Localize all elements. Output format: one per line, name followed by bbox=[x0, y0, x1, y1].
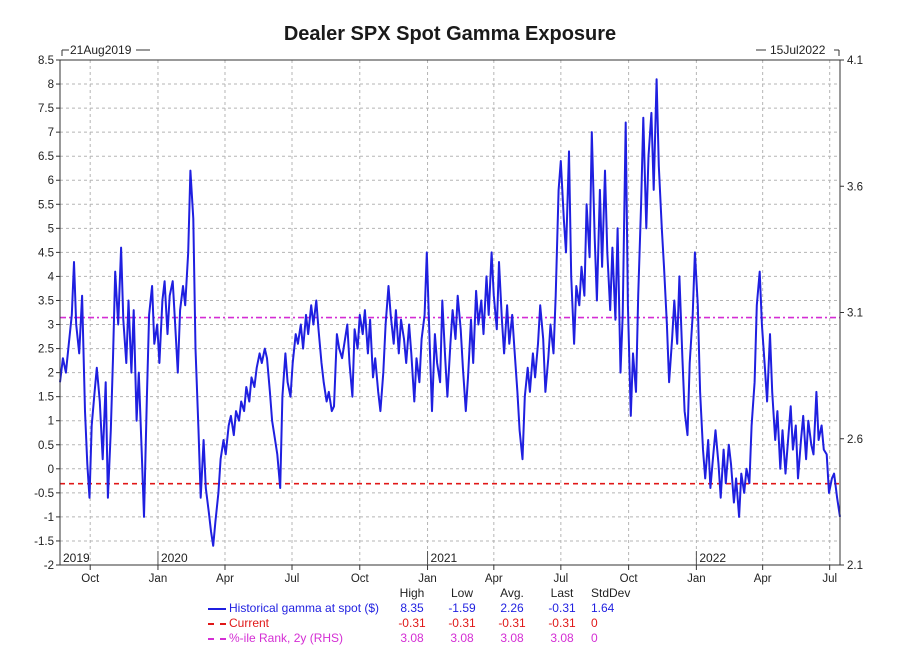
x-tick-label: Oct bbox=[351, 573, 370, 585]
x-tick-label: Jul bbox=[285, 573, 300, 585]
left-tick-label: -1.5 bbox=[34, 536, 54, 548]
x-tick-label: Apr bbox=[754, 573, 772, 585]
gamma-series-line bbox=[59, 78, 841, 547]
left-tick-label: 1 bbox=[48, 416, 54, 428]
right-tick-label: 3.1 bbox=[847, 308, 863, 320]
left-tick-label: 0.5 bbox=[38, 440, 54, 452]
stat-value: -0.31 bbox=[398, 616, 426, 630]
left-tick-label: -0.5 bbox=[34, 488, 54, 500]
year-label: 2019 bbox=[63, 551, 90, 565]
start-date-label: 21Aug2019 bbox=[70, 43, 132, 57]
stat-value: -1.59 bbox=[448, 601, 476, 615]
left-axis-ticks: 8.5 8 7.5 7 6.5 6 5.5 5 4.5 4 3.5 3 2.5 2 1.5 1 0.5 0 -0.5… bbox=[34, 55, 60, 572]
header-low: Low bbox=[450, 586, 473, 600]
stat-value: 2.26 bbox=[500, 601, 524, 615]
left-tick-label: 3.5 bbox=[38, 295, 54, 307]
right-axis-ticks: 4.1 3.6 3.1 2.6 2.1 bbox=[840, 55, 863, 572]
legend-header: High Low Avg. Last StdDev bbox=[208, 586, 641, 601]
x-tick-label: Jul bbox=[822, 573, 837, 585]
stat-value: 3.08 bbox=[550, 631, 574, 645]
x-tick-label: Jan bbox=[687, 573, 706, 585]
stat-value: 3.08 bbox=[450, 631, 474, 645]
right-tick-label: 2.6 bbox=[847, 434, 863, 446]
left-tick-label: 5 bbox=[48, 223, 54, 235]
left-tick-label: 7 bbox=[48, 127, 54, 139]
header-stddev: StdDev bbox=[591, 586, 631, 600]
left-tick-label: 2 bbox=[48, 368, 54, 380]
legend-name-gamma: Historical gamma at spot ($) bbox=[229, 601, 380, 615]
x-axis-ticks: Oct Jan Apr Jul Oct Jan Apr Jul Oct Jan Apr Jul bbox=[81, 565, 837, 585]
legend-row-current: Current -0.31 -0.31 -0.31 -0.31 0 bbox=[208, 616, 641, 631]
series-layer bbox=[59, 78, 841, 547]
stat-value: 3.08 bbox=[500, 631, 524, 645]
x-tick-label: Apr bbox=[216, 573, 234, 585]
legend-swatch-current bbox=[208, 622, 226, 625]
left-tick-label: 0 bbox=[48, 464, 54, 476]
end-date-marker: 15Jul2022 bbox=[756, 43, 840, 57]
left-tick-label: 1.5 bbox=[38, 392, 54, 404]
stats-legend: High Low Avg. Last StdDev Historical gam… bbox=[208, 586, 641, 646]
stat-value: 1.64 bbox=[591, 601, 615, 615]
year-label: 2021 bbox=[431, 551, 458, 565]
x-tick-label: Jan bbox=[418, 573, 437, 585]
end-date-label: 15Jul2022 bbox=[770, 43, 826, 57]
legend-name-pctile: %-ile Rank, 2y (RHS) bbox=[229, 631, 344, 645]
legend-row-gamma: Historical gamma at spot ($) 8.35 -1.59 … bbox=[208, 601, 641, 616]
right-tick-label: 4.1 bbox=[847, 55, 863, 67]
left-tick-label: -1 bbox=[44, 512, 54, 524]
x-tick-label: Oct bbox=[620, 573, 639, 585]
plot-frame bbox=[59, 59, 841, 566]
right-tick-label: 2.1 bbox=[847, 560, 863, 572]
stat-value: -0.31 bbox=[548, 601, 576, 615]
left-tick-label: 6 bbox=[48, 175, 54, 187]
header-last: Last bbox=[550, 586, 574, 600]
left-tick-label: 7.5 bbox=[38, 103, 54, 115]
chart-title: Dealer SPX Spot Gamma Exposure bbox=[284, 23, 616, 45]
grid-lines bbox=[60, 59, 840, 566]
year-label: 2020 bbox=[161, 551, 188, 565]
left-tick-label: -2 bbox=[44, 560, 54, 572]
legend-row-pctile: %-ile Rank, 2y (RHS) 3.08 3.08 3.08 3.08… bbox=[208, 631, 641, 646]
header-high: High bbox=[399, 586, 425, 600]
stat-value: -0.31 bbox=[498, 616, 526, 630]
stat-value: -0.31 bbox=[548, 616, 576, 630]
x-tick-label: Oct bbox=[81, 573, 100, 585]
legend-swatch-pctile bbox=[208, 637, 226, 640]
left-tick-label: 4 bbox=[48, 271, 55, 283]
left-tick-label: 8 bbox=[48, 79, 54, 91]
left-tick-label: 4.5 bbox=[38, 247, 54, 259]
left-tick-label: 8.5 bbox=[38, 55, 54, 67]
x-tick-label: Apr bbox=[485, 573, 503, 585]
left-tick-label: 5.5 bbox=[38, 199, 54, 211]
year-label: 2022 bbox=[699, 551, 726, 565]
x-tick-label: Jan bbox=[149, 573, 168, 585]
header-avg: Avg. bbox=[500, 586, 524, 600]
stat-value: 0 bbox=[591, 616, 598, 630]
stat-value: 8.35 bbox=[400, 601, 424, 615]
left-tick-label: 2.5 bbox=[38, 344, 54, 356]
legend-name-current: Current bbox=[229, 616, 270, 630]
stat-value: 3.08 bbox=[400, 631, 424, 645]
x-tick-label: Jul bbox=[553, 573, 568, 585]
right-tick-label: 3.6 bbox=[847, 181, 863, 193]
left-tick-label: 3 bbox=[48, 320, 54, 332]
legend-swatch-gamma bbox=[208, 607, 226, 610]
year-labels: 2019 2020 2021 2022 bbox=[63, 551, 726, 565]
stat-value: -0.31 bbox=[448, 616, 476, 630]
stat-value: 0 bbox=[591, 631, 598, 645]
left-tick-label: 6.5 bbox=[38, 151, 54, 163]
start-date-marker: 21Aug2019 bbox=[61, 43, 150, 57]
